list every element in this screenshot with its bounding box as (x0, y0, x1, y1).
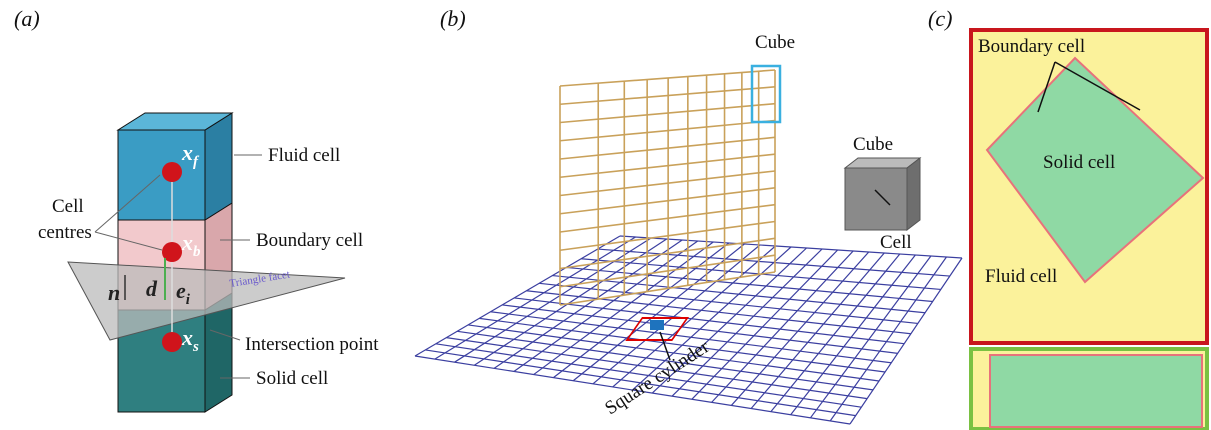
panel-label: (b) (440, 6, 466, 31)
symbol-base: x (181, 325, 193, 350)
grid-line (415, 236, 620, 356)
centre-sphere (162, 162, 182, 182)
leader (660, 332, 670, 360)
annotation: Boundary cell (978, 36, 1085, 57)
annotation: Boundary cell (256, 230, 363, 251)
annotation: Cell (880, 232, 912, 253)
grid-line (539, 283, 918, 323)
annotation: Solid cell (256, 368, 328, 389)
annotation: Intersection point (245, 334, 379, 355)
panel-label: (c) (928, 6, 952, 31)
panel-b: (b) Cube Cube Cell Square cylinder (415, 6, 962, 424)
annotation: Solid cell (1043, 152, 1115, 173)
cube-side (907, 158, 920, 230)
panel-label: (a) (14, 6, 40, 31)
solid-region (990, 355, 1202, 427)
annotation: Cube (755, 32, 795, 53)
annotation: centres (38, 222, 92, 243)
fluid-side (205, 113, 232, 220)
annotation: Cell (52, 196, 84, 217)
cylinder (650, 320, 664, 330)
cube-icon (845, 168, 907, 230)
figure: (a) xf xb xs d ei n Fluid cell Boundary … (0, 0, 1211, 430)
panel-a: (a) xf xb xs d ei n Fluid cell Boundary … (14, 6, 379, 412)
symbol-sub: b (193, 244, 201, 260)
annotation: Fluid cell (268, 145, 340, 166)
symbol-base: x (181, 230, 193, 255)
symbol-base: e (176, 278, 186, 303)
annotation: Fluid cell (985, 266, 1057, 287)
grid-line (526, 291, 910, 334)
symbol-sub: s (192, 339, 199, 355)
annotation: Cube (853, 134, 893, 155)
centre-sphere (162, 332, 182, 352)
grid-line (552, 276, 925, 313)
symbol-base: x (181, 140, 193, 165)
symbol: d (146, 276, 158, 301)
panel-c: (c) Boundary cell Solid cell Fluid cell (928, 6, 1207, 429)
symbol: n (108, 280, 120, 305)
